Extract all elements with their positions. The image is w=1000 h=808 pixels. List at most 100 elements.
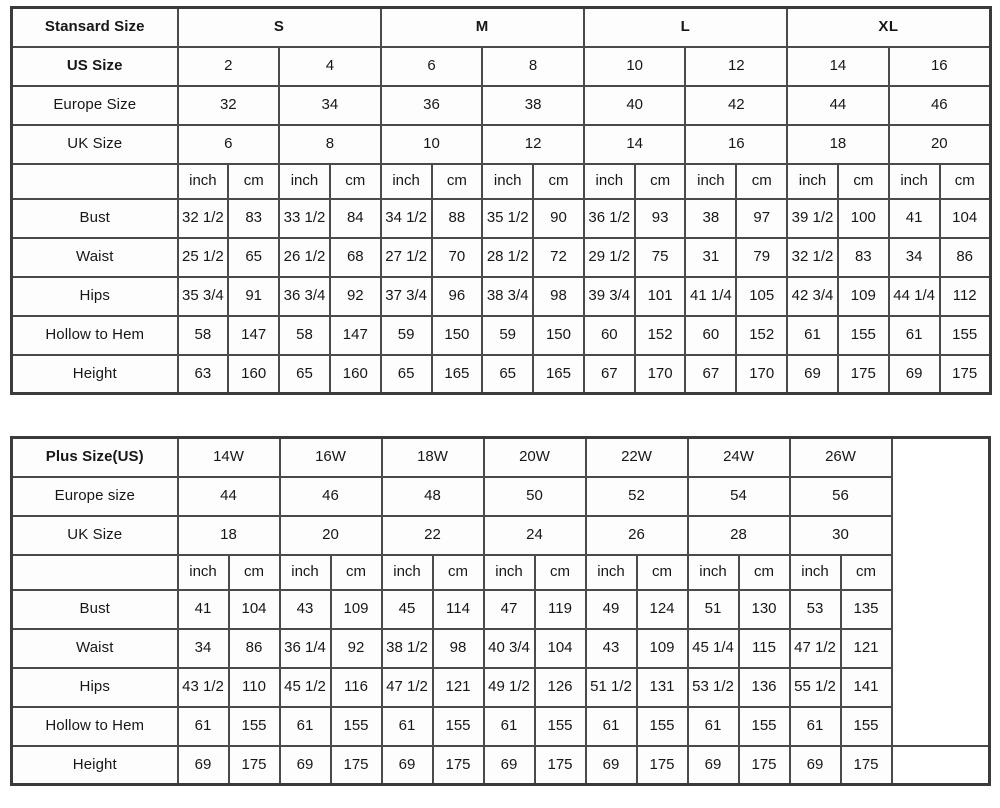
table-cell: 56	[788, 475, 893, 517]
table-cell: 61	[176, 705, 230, 747]
table-cell: 41 1/4	[684, 275, 738, 317]
table-cell: 12	[481, 123, 585, 165]
table-cell: 92	[328, 275, 382, 317]
unit-row-empty-label	[10, 162, 179, 200]
table-cell: 155	[329, 705, 383, 747]
table-cell: 47	[482, 588, 536, 630]
table-cell: 48	[380, 475, 485, 517]
table-cell: 104	[533, 627, 587, 669]
unit-inch: inch	[582, 162, 636, 200]
table-cell: 18	[786, 123, 890, 165]
table-row: Waist 34 86 36 1/4 92 38 1/2 98 40 3/4 1…	[10, 627, 990, 669]
table-cell: 63	[176, 353, 230, 395]
table-cell: 16	[887, 45, 992, 87]
unit-cm: cm	[839, 553, 893, 591]
table-cell: 155	[635, 705, 689, 747]
table-cell: 8	[481, 45, 585, 87]
unit-inch: inch	[788, 553, 842, 591]
table-cell: 86	[938, 236, 992, 278]
table-row-units: inch cm inch cm inch cm inch cm inch cm …	[10, 162, 992, 200]
table-cell: 175	[227, 744, 281, 786]
table-cell: 35 1/2	[481, 197, 535, 239]
unit-cm: cm	[836, 162, 890, 200]
table-row-size-groups: Stansard Size S M L XL	[10, 6, 992, 48]
table-cell: 26	[584, 514, 689, 556]
size-group-m: M	[379, 6, 585, 48]
table-cell: 60	[684, 314, 738, 356]
table-cell: 93	[633, 197, 687, 239]
table-cell: 155	[938, 314, 992, 356]
unit-inch: inch	[176, 162, 230, 200]
table-cell: 6	[176, 123, 281, 165]
plus-size-table: Plus Size(US) 14W 16W 18W 20W 22W 24W 26…	[10, 436, 991, 786]
unit-cm: cm	[227, 162, 281, 200]
table-cell: 25 1/2	[176, 236, 230, 278]
table-row: Bust 41 104 43 109 45 114 47 119 49 124 …	[10, 588, 990, 630]
table-cell: 44	[176, 475, 281, 517]
table-cell: 47 1/2	[380, 666, 434, 708]
table-cell: 114	[431, 588, 485, 630]
unit-inch: inch	[278, 553, 332, 591]
table-cell: 28	[686, 514, 791, 556]
table-cell: 43	[278, 588, 332, 630]
row-label-hollow-to-hem: Hollow to Hem	[10, 705, 179, 747]
table-cell: 88	[430, 197, 484, 239]
table-cell: 6	[379, 45, 484, 87]
table-cell: 69	[176, 744, 230, 786]
row-label-waist: Waist	[10, 236, 179, 278]
table-cell: 38	[684, 197, 738, 239]
unit-cm: cm	[735, 162, 789, 200]
unit-inch: inch	[481, 162, 535, 200]
table-cell: 47 1/2	[788, 627, 842, 669]
table-row: Height 63 160 65 160 65 165 65 165 67 17…	[10, 353, 992, 395]
plus-size-16w: 16W	[278, 436, 383, 478]
table-cell: 58	[278, 314, 331, 356]
unit-cm: cm	[227, 553, 281, 591]
table-cell: 124	[635, 588, 689, 630]
size-group-xl: XL	[786, 6, 992, 48]
table-cell: 49 1/2	[482, 666, 536, 708]
table-cell: 152	[633, 314, 687, 356]
table-cell: 175	[839, 744, 893, 786]
unit-cm: cm	[430, 162, 484, 200]
table-cell: 55 1/2	[788, 666, 842, 708]
table-cell: 152	[735, 314, 789, 356]
row-label-hips: Hips	[10, 275, 179, 317]
table-cell: 4	[278, 45, 382, 87]
row-label-height: Height	[10, 353, 179, 395]
plus-size-14w: 14W	[176, 436, 281, 478]
table-cell: 104	[227, 588, 281, 630]
table-cell: 175	[938, 353, 992, 395]
table-row: Bust 32 1/2 83 33 1/2 84 34 1/2 88 35 1/…	[10, 197, 992, 239]
standard-size-table: Stansard Size S M L XL US Size 2 4 6 8 1…	[10, 6, 992, 395]
table-cell: 155	[737, 705, 791, 747]
table-cell: 98	[431, 627, 485, 669]
table-cell: 101	[633, 275, 687, 317]
row-label-uk-size: UK Size	[10, 123, 179, 165]
table-cell: 119	[533, 588, 587, 630]
table-cell: 121	[839, 627, 893, 669]
table-cell: 160	[227, 353, 281, 395]
unit-row-empty-label	[10, 553, 179, 591]
table-cell: 91	[227, 275, 281, 317]
table-cell: 61	[278, 705, 332, 747]
table-cell: 39 1/2	[786, 197, 839, 239]
plus-size-26w: 26W	[788, 436, 893, 478]
row-label-uk-size: UK Size	[10, 514, 179, 556]
table-cell: 165	[532, 353, 585, 395]
table-cell: 43 1/2	[176, 666, 230, 708]
table-cell: 175	[635, 744, 689, 786]
table-cell: 100	[836, 197, 890, 239]
table-cell: 84	[328, 197, 382, 239]
plus-size-18w: 18W	[380, 436, 485, 478]
row-label-waist: Waist	[10, 627, 179, 669]
table-cell: 131	[635, 666, 689, 708]
row-label-height: Height	[10, 744, 179, 786]
table-cell: 35 3/4	[176, 275, 230, 317]
table-cell: 75	[633, 236, 687, 278]
unit-inch: inch	[380, 553, 434, 591]
table-cell: 68	[328, 236, 382, 278]
table-cell: 175	[836, 353, 890, 395]
plus-size-22w: 22W	[584, 436, 689, 478]
unit-inch: inch	[584, 553, 638, 591]
